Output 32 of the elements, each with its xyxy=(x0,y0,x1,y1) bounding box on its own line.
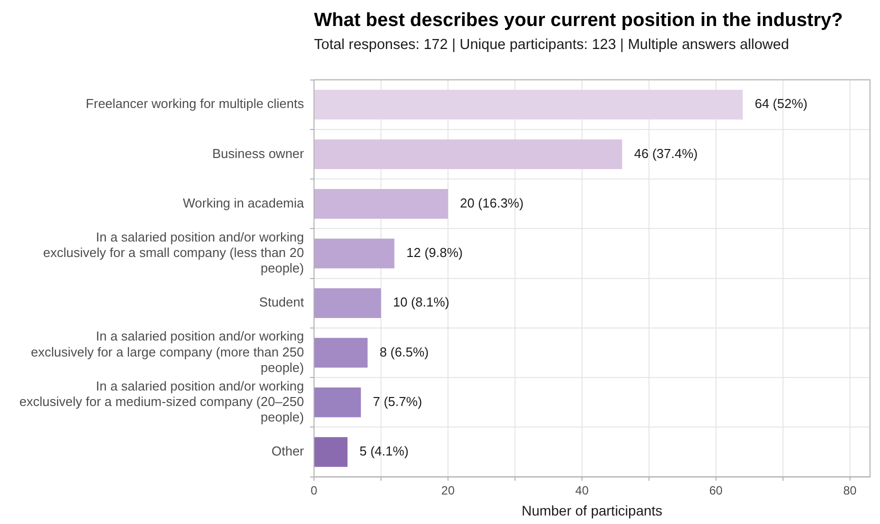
bar xyxy=(314,188,448,219)
data-label: 8 (6.5%) xyxy=(380,344,429,360)
data-label: 10 (8.1%) xyxy=(392,294,450,310)
y-tick-label: Freelancer working for multiple clients xyxy=(86,96,304,112)
x-tick-label: 40 xyxy=(575,483,589,498)
data-label: 20 (16.3%) xyxy=(460,195,524,210)
data-label: 5 (4.1%) xyxy=(359,444,409,459)
bar xyxy=(314,238,394,268)
chart-title: What best describes your current position in the industry? xyxy=(314,9,844,33)
x-axis-title: Number of participants xyxy=(522,502,662,518)
bar xyxy=(314,437,348,467)
y-tick-label: In a salaried position and/or working exclusively for a large company (more than 250 people) xyxy=(30,328,304,375)
chart-subtitle: Total responses: 172 | Unique participants: 123 | Multiple answers allowed xyxy=(314,36,790,55)
x-tick-label: 60 xyxy=(709,483,723,498)
y-tick-label: Student xyxy=(259,294,304,310)
x-tick-label: 80 xyxy=(843,483,857,498)
bar xyxy=(314,338,368,368)
bar xyxy=(314,90,743,120)
data-label: 64 (52%) xyxy=(754,96,808,112)
x-tick-label: 0 xyxy=(310,483,318,498)
data-label: 46 (37.4%) xyxy=(634,146,698,161)
bar xyxy=(314,387,361,418)
y-tick-label: In a salaried position and/or working exclusively for a medium-sized company (20–250 people) xyxy=(19,378,304,425)
bar xyxy=(314,139,622,170)
data-label: 7 (5.7%) xyxy=(372,394,422,409)
x-tick-label: 20 xyxy=(441,483,455,498)
y-tick-label: Business owner xyxy=(212,146,305,161)
y-tick-label: Working in academia xyxy=(182,195,305,210)
data-label: 12 (9.8%) xyxy=(406,245,463,260)
bar xyxy=(314,288,381,318)
y-tick-label: In a salaried position and/or working exclusively for a small company (less than 20 people) xyxy=(43,229,304,276)
y-tick-label: Other xyxy=(271,444,305,459)
